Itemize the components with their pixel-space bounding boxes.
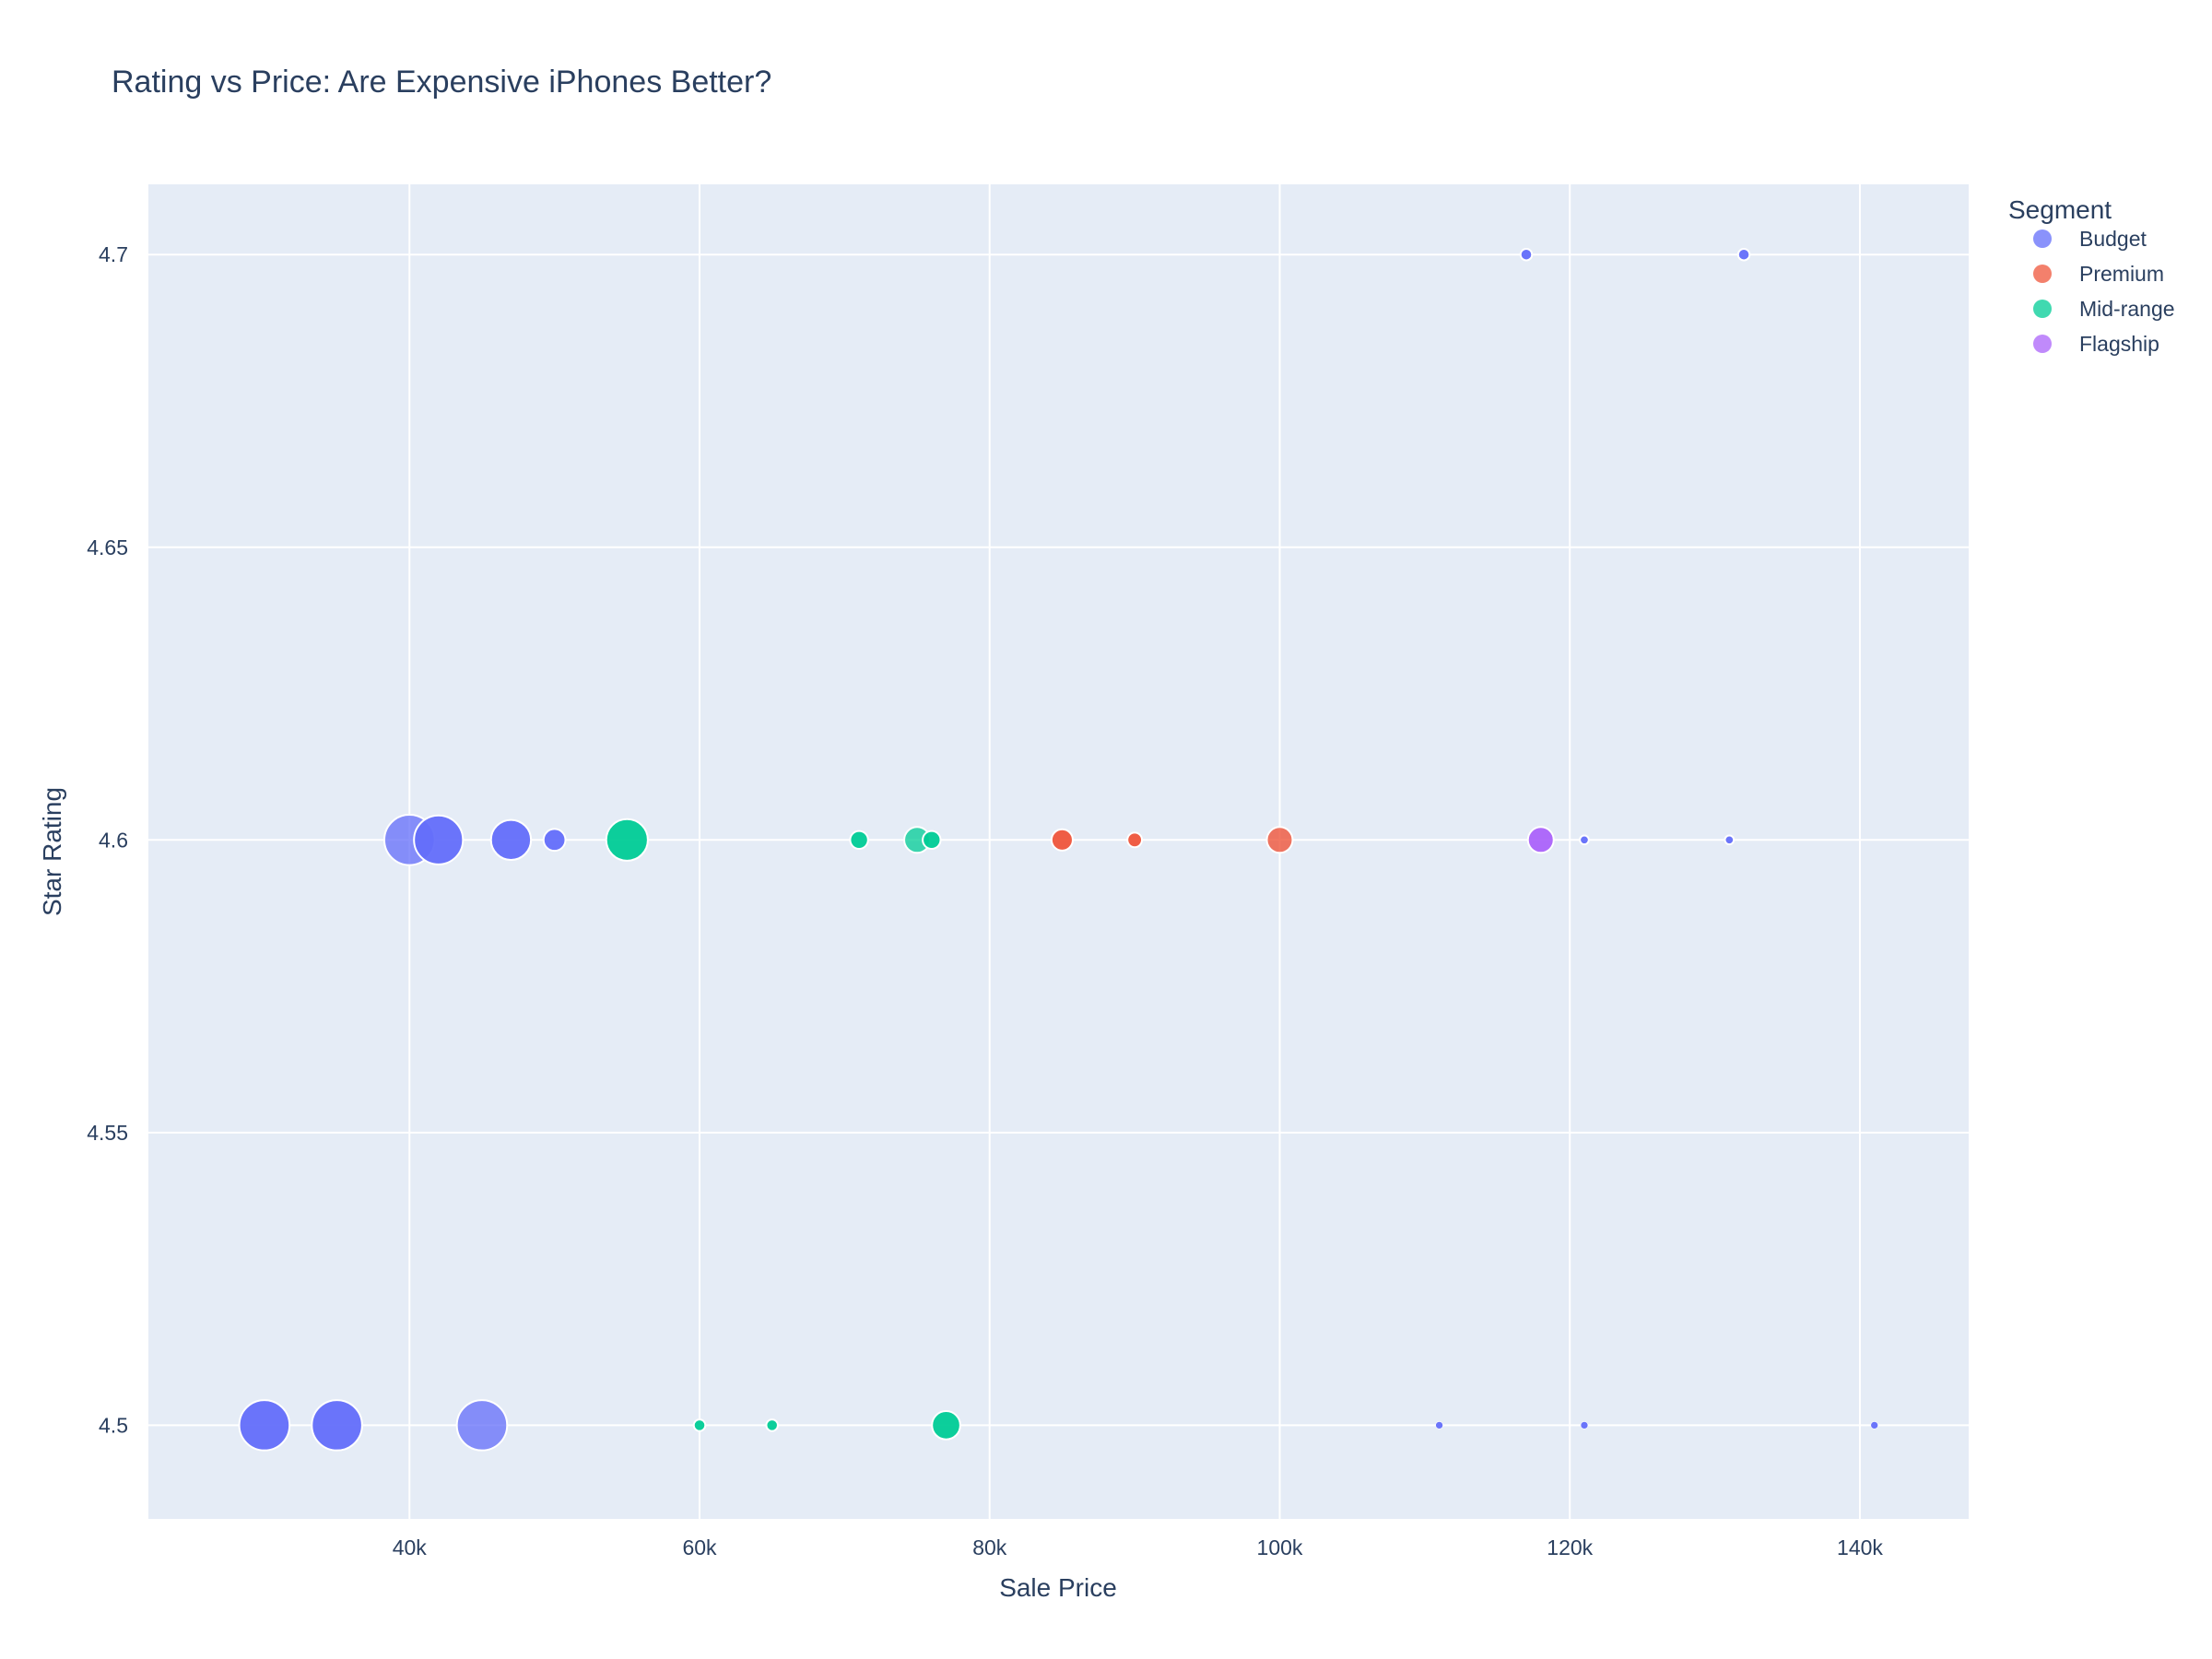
point-budget[interactable] <box>413 814 465 865</box>
x-tick-label: 60k <box>682 1535 717 1559</box>
point-mid-range[interactable] <box>931 1410 961 1441</box>
point-budget[interactable] <box>1870 1421 1878 1430</box>
y-tick-label: 4.6 <box>99 828 128 852</box>
point-mid-range[interactable] <box>922 830 942 850</box>
point-budget[interactable] <box>238 1399 291 1452</box>
point-budget[interactable] <box>542 828 567 853</box>
y-axis-title: Star Rating <box>38 787 66 916</box>
x-tick-label: 100k <box>1257 1535 1303 1559</box>
legend-marker-flagship[interactable] <box>2033 335 2052 353</box>
point-budget[interactable] <box>1519 247 1534 262</box>
point-budget[interactable] <box>1736 247 1751 262</box>
point-budget[interactable] <box>1435 1421 1443 1430</box>
x-axis-title: Sale Price <box>999 1573 1117 1602</box>
legend-label[interactable]: Premium <box>2079 262 2164 286</box>
legend-title: Segment <box>2008 195 2112 224</box>
point-mid-range[interactable] <box>765 1418 779 1432</box>
point-budget[interactable] <box>455 1399 509 1452</box>
point-budget[interactable] <box>311 1399 363 1452</box>
legend-marker-premium[interactable] <box>2033 265 2052 283</box>
point-mid-range[interactable] <box>605 818 649 862</box>
point-mid-range[interactable] <box>692 1418 707 1432</box>
legend-marker-budget[interactable] <box>2033 229 2052 248</box>
point-budget[interactable] <box>1580 1421 1589 1430</box>
legend: Segment Budget Premium Mid-range Flagship <box>2008 195 2175 356</box>
x-tick-label: 140k <box>1837 1535 1883 1559</box>
point-premium[interactable] <box>1265 826 1294 854</box>
y-tick-label: 4.7 <box>99 242 128 266</box>
y-tick-label: 4.65 <box>87 535 128 559</box>
point-flagship[interactable] <box>1526 826 1555 854</box>
chart-title: Rating vs Price: Are Expensive iPhones B… <box>112 65 771 100</box>
legend-label[interactable]: Flagship <box>2079 332 2159 356</box>
x-tick-label: 120k <box>1547 1535 1593 1559</box>
point-budget[interactable] <box>1724 834 1735 846</box>
x-tick-label: 80k <box>972 1535 1007 1559</box>
point-mid-range[interactable] <box>849 830 869 850</box>
y-tick-label: 4.5 <box>99 1413 128 1437</box>
point-premium[interactable] <box>1126 831 1144 849</box>
legend-marker-mid-range[interactable] <box>2033 300 2052 318</box>
point-budget[interactable] <box>489 818 533 861</box>
legend-label[interactable]: Budget <box>2079 227 2147 251</box>
legend-label[interactable]: Mid-range <box>2079 297 2175 321</box>
x-tick-label: 40k <box>393 1535 428 1559</box>
point-budget[interactable] <box>1579 834 1590 846</box>
y-tick-label: 4.55 <box>87 1121 128 1145</box>
point-premium[interactable] <box>1050 828 1074 852</box>
